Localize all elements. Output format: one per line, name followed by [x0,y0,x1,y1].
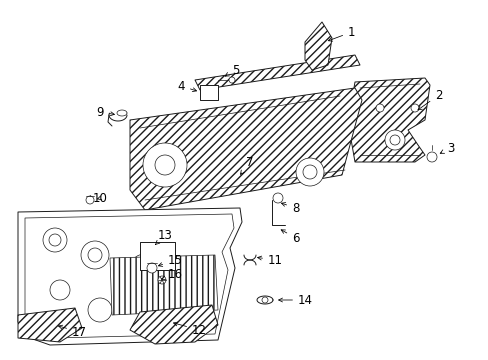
Polygon shape [130,88,361,210]
Polygon shape [347,78,429,162]
Text: 16: 16 [161,269,183,282]
Circle shape [142,143,186,187]
Circle shape [426,152,436,162]
Text: 9: 9 [96,105,114,118]
Polygon shape [25,214,234,338]
Circle shape [384,130,404,150]
Polygon shape [18,308,82,342]
Polygon shape [130,305,218,344]
Text: 10: 10 [93,192,108,204]
Text: 5: 5 [224,63,239,77]
Text: 8: 8 [281,202,299,215]
Text: 4: 4 [177,80,196,93]
Text: 14: 14 [278,293,312,306]
Text: 13: 13 [155,229,173,244]
Text: 2: 2 [417,89,442,110]
Circle shape [158,276,165,284]
Circle shape [137,262,153,278]
Text: 6: 6 [281,230,299,244]
Text: 11: 11 [257,253,283,266]
Polygon shape [110,255,218,315]
Circle shape [86,196,94,204]
Text: 12: 12 [173,322,206,337]
Circle shape [262,297,267,303]
Polygon shape [305,22,331,70]
Circle shape [272,193,283,203]
Circle shape [50,280,70,300]
Circle shape [43,228,67,252]
Polygon shape [18,208,242,345]
Text: 17: 17 [59,325,87,338]
Circle shape [375,104,383,112]
Circle shape [49,234,61,246]
Polygon shape [140,242,175,270]
Circle shape [389,135,399,145]
Circle shape [160,285,209,335]
Text: 7: 7 [240,156,253,174]
Circle shape [155,155,175,175]
Circle shape [410,104,418,112]
Polygon shape [195,55,359,90]
Circle shape [147,263,157,273]
Circle shape [88,248,102,262]
Circle shape [129,254,161,286]
Circle shape [303,165,316,179]
Text: 1: 1 [328,26,355,41]
Circle shape [81,241,109,269]
Polygon shape [200,85,218,100]
Text: 3: 3 [439,141,453,154]
Circle shape [295,158,324,186]
Circle shape [228,77,235,83]
Circle shape [88,298,112,322]
Text: 15: 15 [158,253,183,266]
